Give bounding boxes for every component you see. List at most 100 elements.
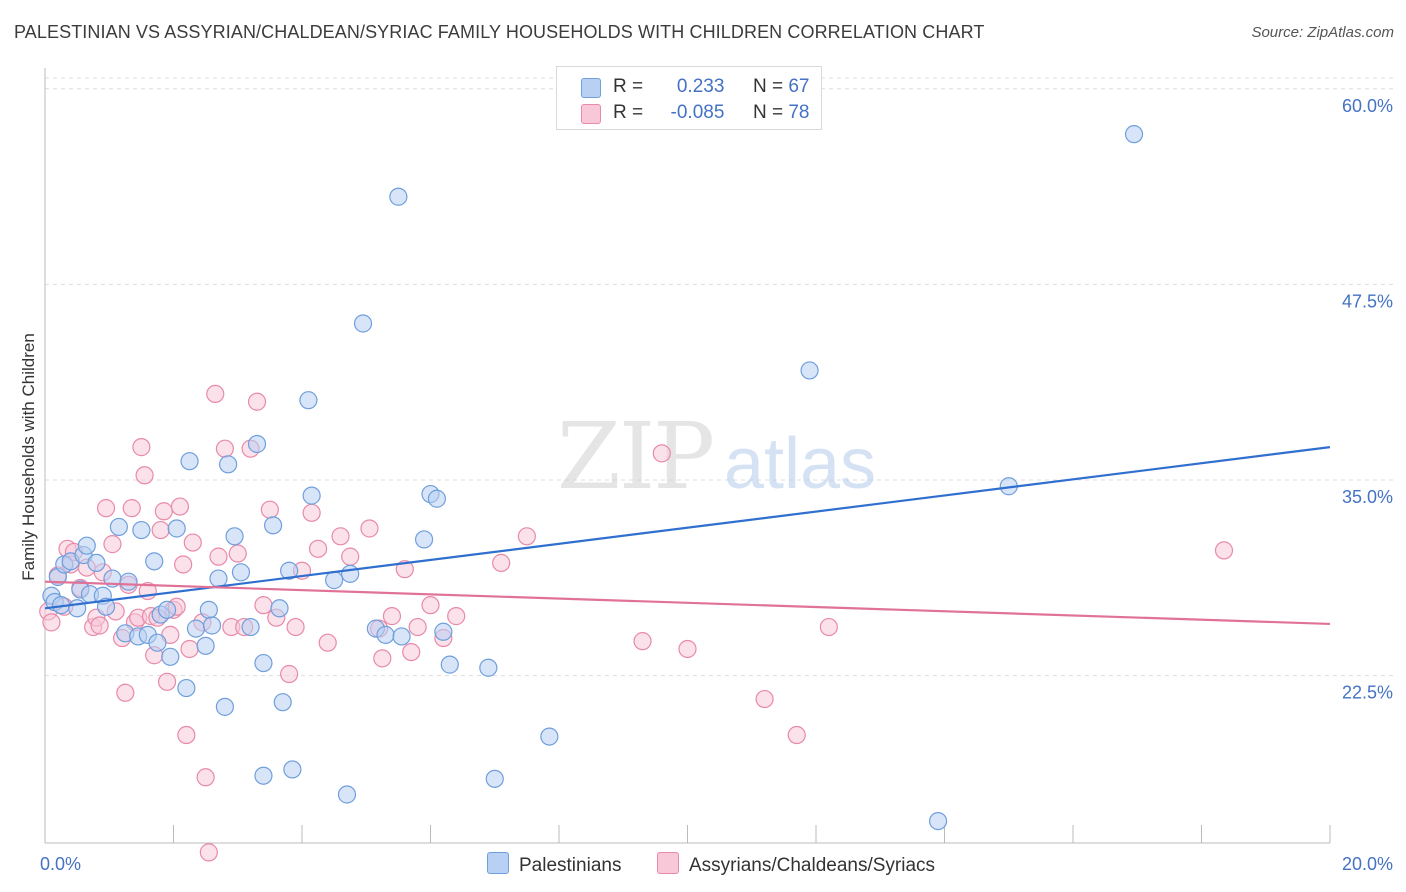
assyrian-point-79 <box>1214 541 1234 560</box>
assyrian-point-50 <box>254 596 273 615</box>
assyrian-point-60 <box>341 547 360 566</box>
x-tick-label-1: 20.0% <box>1342 854 1393 874</box>
assyrian-point-59 <box>331 527 350 546</box>
assyrian-point-17 <box>116 683 135 702</box>
palestinian-point-25 <box>161 647 180 666</box>
y-tick-label-3: 60.0% <box>1342 96 1393 116</box>
tick-labels: 22.5% 35.0% 47.5% 60.0% 0.0% 20.0% <box>40 96 1393 874</box>
watermark-zip: ZIP <box>557 403 713 510</box>
y-axis-label: Family Households with Children <box>19 333 38 581</box>
palestinian-point-15 <box>109 517 128 537</box>
assyrian-point-78 <box>819 617 838 637</box>
palestinian-point-49 <box>325 571 344 590</box>
palestinian-point-30 <box>196 636 215 655</box>
assyrian-point-28 <box>151 520 170 540</box>
assyrian-point-56 <box>302 503 321 522</box>
palestinian-point-64 <box>540 727 559 746</box>
palestinian-point-50 <box>337 785 357 804</box>
trend-line-assyrians <box>44 580 1331 626</box>
legend-n-value-blue: 67 <box>788 76 810 97</box>
palestinian-point-11 <box>87 553 106 573</box>
assyrian-point-72 <box>492 553 511 573</box>
palestinian-point-22 <box>148 633 167 652</box>
legend-swatch-blue <box>581 78 601 98</box>
assyrian-point-65 <box>395 560 414 579</box>
palestinian-point-62 <box>479 658 498 677</box>
palestinian-point-40 <box>254 653 273 673</box>
correlation-legend: R = 0.233 N = 67 R = -0.085 N = 78 <box>556 66 822 130</box>
palestinian-point-6 <box>68 599 87 618</box>
assyrian-point-63 <box>373 649 392 668</box>
y-tick-label-2: 47.5% <box>1342 291 1393 311</box>
legend-n-label: N = <box>752 76 784 97</box>
assyrian-point-30 <box>157 672 177 691</box>
assyrian-point-74 <box>652 444 671 463</box>
palestinian-point-63 <box>485 769 504 788</box>
palestinian-point-34 <box>215 697 234 716</box>
assyrian-point-67 <box>408 617 427 637</box>
assyrian-point-40 <box>196 768 215 787</box>
assyrian-point-36 <box>177 725 196 745</box>
assyrian-point-46 <box>228 544 247 563</box>
palestinian-point-29 <box>186 619 206 638</box>
trend-line-palestinians <box>44 446 1331 610</box>
bottom-legend-assyrians: Assyrians/Chaldeans/Syriacs <box>657 852 935 877</box>
palestinian-point-38 <box>241 617 260 637</box>
bottom-legend-palestinians: Palestinians <box>487 852 621 877</box>
legend-r-label: R = <box>613 102 644 123</box>
bottom-legend-label-assyrians: Assyrians/Chaldeans/Syriacs <box>689 855 936 876</box>
palestinian-point-46 <box>283 760 302 779</box>
palestinian-point-66 <box>928 811 948 831</box>
assyrian-point-77 <box>787 725 806 745</box>
assyrian-point-44 <box>215 439 234 458</box>
grid-lines <box>45 77 1394 677</box>
legend-n-value-pink: 78 <box>788 102 810 123</box>
palestinian-point-51 <box>341 564 360 583</box>
palestinian-point-52 <box>353 314 373 333</box>
zipatlas-watermark: ZIP atlas <box>557 403 876 510</box>
bottom-legend-swatch-blue <box>487 852 509 874</box>
assyrian-point-58 <box>318 633 337 652</box>
palestinian-point-47 <box>299 391 318 410</box>
assyrian-point-11 <box>90 616 109 635</box>
palestinian-point-54 <box>376 625 395 644</box>
palestinian-point-27 <box>177 678 196 698</box>
palestinian-point-35 <box>219 455 238 474</box>
palestinian-point-39 <box>247 434 267 454</box>
assyrian-point-34 <box>170 497 190 516</box>
palestinian-point-9 <box>77 536 96 555</box>
assyrian-point-23 <box>135 466 154 485</box>
bottom-legend-swatch-pink <box>657 852 679 874</box>
assyrian-point-64 <box>382 607 402 626</box>
palestinian-point-55 <box>389 187 408 206</box>
palestinian-point-21 <box>145 552 164 571</box>
assyrian-point-76 <box>755 689 774 709</box>
palestinian-point-56 <box>392 627 411 646</box>
palestinian-point-59 <box>427 489 447 508</box>
assyrian-point-54 <box>286 617 305 637</box>
chart-title: PALESTINIAN VS ASSYRIAN/CHALDEAN/SYRIAC … <box>14 22 985 42</box>
palestinian-point-68 <box>1124 125 1144 144</box>
palestinian-point-42 <box>263 516 283 535</box>
palestinian-point-33 <box>209 569 228 588</box>
axes <box>44 68 1331 844</box>
assyrian-point-73 <box>633 632 652 651</box>
legend-swatch-pink <box>581 104 601 124</box>
assyrian-point-38 <box>183 533 202 552</box>
palestinian-point-31 <box>199 600 218 619</box>
palestinian-point-65 <box>800 361 819 380</box>
assyrian-point-53 <box>280 664 299 684</box>
y-tick-label-0: 22.5% <box>1342 683 1393 703</box>
source-credit: Source: ZipAtlas.com <box>1251 24 1394 41</box>
palestinian-point-48 <box>302 486 321 505</box>
palestinian-point-19 <box>132 520 151 540</box>
assyrian-point-35 <box>174 555 193 574</box>
palestinian-point-37 <box>231 563 251 582</box>
assyrian-point-57 <box>308 539 328 558</box>
legend-r-value-blue: 0.233 <box>676 76 725 97</box>
palestinian-points <box>42 125 1144 831</box>
assyrian-point-41 <box>199 843 218 862</box>
assyrian-point-71 <box>517 527 536 546</box>
palestinian-point-57 <box>414 530 434 549</box>
